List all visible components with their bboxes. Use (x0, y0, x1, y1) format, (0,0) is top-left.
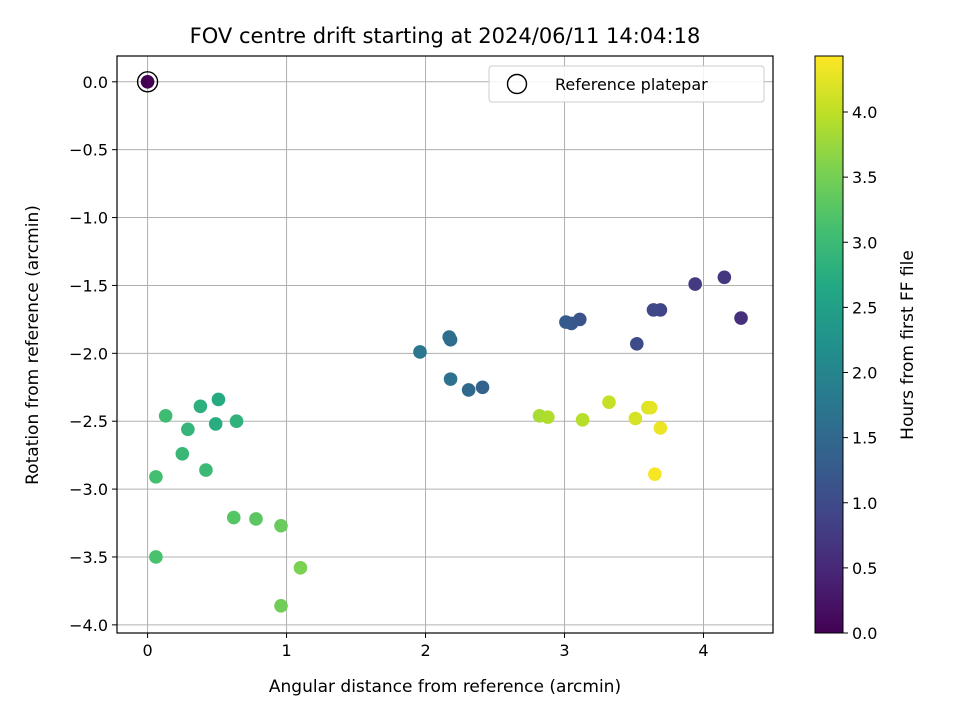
colorbar-tick-label: 0.5 (852, 559, 877, 578)
y-tick-label: −1.0 (69, 209, 108, 228)
y-axis-title: Rotation from reference (arcmin) (23, 205, 43, 485)
reference-marker (136, 71, 159, 93)
data-point (274, 599, 288, 613)
data-point (602, 395, 616, 410)
colorbar-tick-label: 2.5 (852, 298, 877, 317)
data-point (181, 422, 195, 437)
data-point (443, 372, 458, 386)
colorbar-tick-label: 3.0 (852, 233, 877, 252)
y-tick-label: −2.0 (69, 344, 108, 363)
data-point (643, 400, 658, 415)
y-tick-label: 0.0 (83, 73, 108, 92)
data-point (646, 303, 661, 317)
plot-background (117, 56, 773, 633)
y-tick-label: −2.5 (69, 412, 108, 431)
data-point (274, 518, 288, 533)
colorbar-tick-label: 1.0 (852, 494, 877, 513)
data-point (628, 411, 643, 426)
x-tick-label: 0 (142, 641, 152, 660)
colorbar-label: Hours from first FF file (898, 250, 918, 440)
legend-label: Reference platepar (555, 75, 708, 94)
data-point (249, 512, 263, 526)
data-point (149, 470, 163, 484)
legend-box (488, 65, 765, 103)
data-point (541, 410, 555, 424)
data-point (734, 311, 748, 325)
y-axis-ticks: 0.0 −0.5 −1.0 −1.5 −2.0 −2.5 −3.0 −3.5 −4.0 (69, 73, 117, 635)
colorbar-tick-label: 1.5 (852, 429, 877, 448)
x-tick-label: 4 (698, 641, 708, 660)
data-point (226, 510, 241, 525)
data-point (648, 467, 662, 481)
colorbar-tick-label: 0.0 (852, 624, 877, 643)
data-point (413, 345, 427, 359)
data-point (688, 277, 702, 291)
x-tick-label: 3 (559, 641, 569, 660)
y-gridlines (117, 81, 773, 626)
data-point (208, 417, 223, 431)
data-point (461, 383, 476, 397)
colorbar-tick-label: 4.0 (852, 103, 877, 122)
data-point (175, 446, 190, 461)
data-points (149, 270, 748, 613)
colorbar-tick-label: 2.0 (852, 364, 877, 383)
y-tick-label: −3.5 (69, 548, 108, 567)
y-tick-label: −1.5 (69, 276, 108, 295)
y-tick-label: −0.5 (69, 141, 108, 160)
data-point (575, 413, 590, 427)
x-tick-label: 2 (420, 641, 430, 660)
data-point (211, 392, 226, 407)
data-point (149, 550, 163, 564)
reference-point (140, 74, 155, 89)
data-point (475, 380, 490, 395)
data-point (193, 399, 208, 414)
colorbar-tick-label: 3.5 (852, 168, 877, 187)
reference-ring (136, 71, 159, 93)
plot-area (116, 55, 774, 634)
data-point (653, 421, 668, 435)
y-tick-label: −4.0 (69, 616, 108, 635)
x-axis-title: Angular distance from reference (arcmin) (269, 677, 621, 697)
legend: Reference platepar (488, 65, 765, 103)
y-tick-label: −3.0 (69, 480, 108, 499)
data-point (442, 330, 456, 344)
colorbar-gradient (814, 55, 844, 634)
data-point (559, 315, 573, 329)
plot-frame (116, 55, 774, 634)
data-point (717, 270, 732, 285)
chart-title: FOV centre drift starting at 2024/06/11 … (190, 24, 701, 48)
x-gridlines (147, 56, 705, 633)
colorbar-ticks: 0.0 0.5 1.0 1.5 2.0 2.5 3.0 3.5 4.0 (843, 103, 877, 643)
legend-reference-marker (506, 73, 528, 95)
data-point (158, 408, 173, 423)
data-point (199, 463, 213, 477)
colorbar: 0.0 0.5 1.0 1.5 2.0 2.5 3.0 3.5 4.0 Hours from f… (814, 55, 918, 643)
data-point (229, 414, 244, 429)
data-point (629, 337, 644, 351)
x-tick-label: 1 (281, 641, 291, 660)
data-point (293, 561, 308, 575)
x-axis-ticks: 0 1 2 3 4 (142, 633, 709, 660)
